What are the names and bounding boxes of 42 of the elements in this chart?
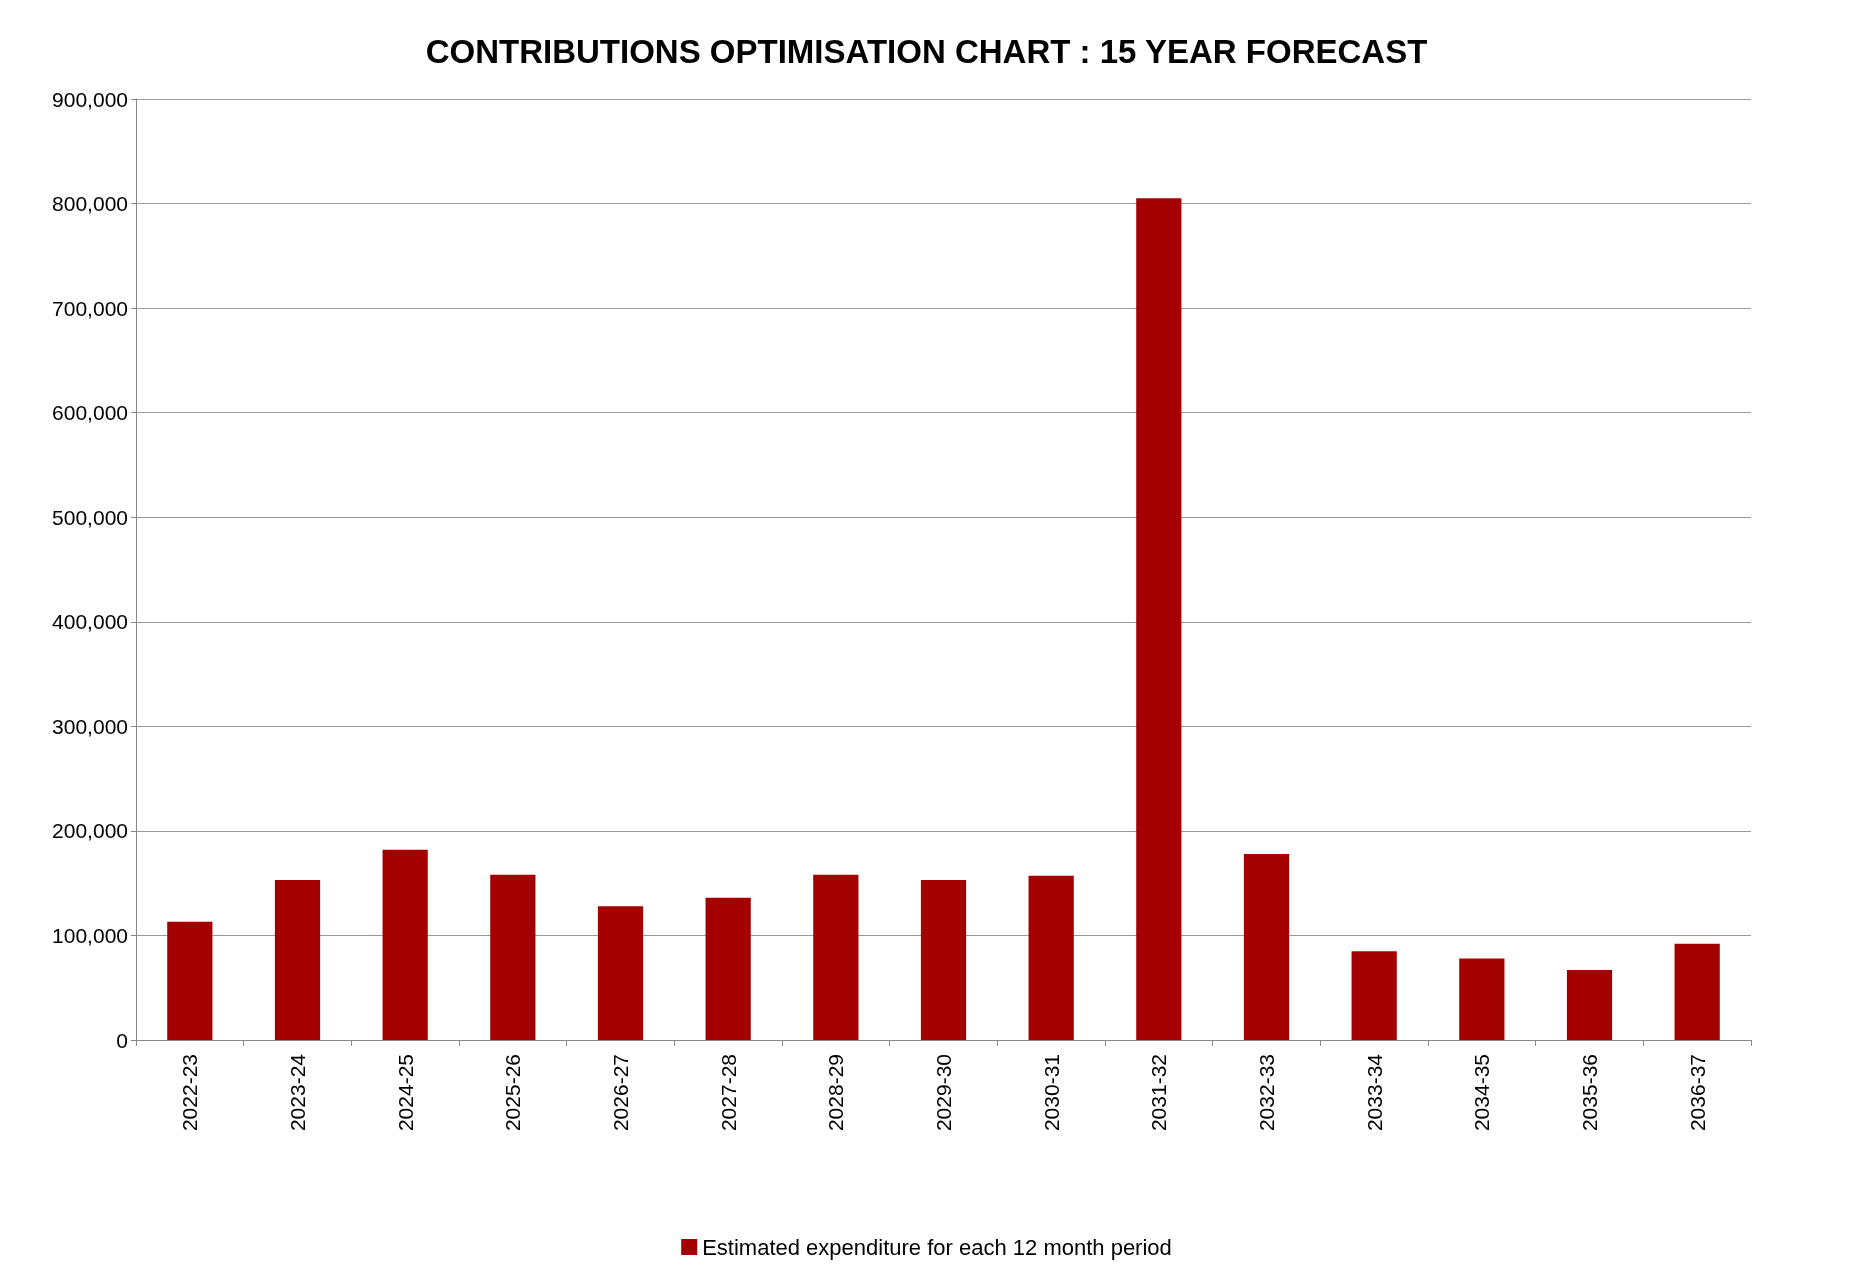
bar	[1459, 958, 1505, 1040]
x-tick-label: 2023-24	[286, 1053, 309, 1132]
bar	[382, 849, 428, 1040]
x-tick-label: 2024-25	[393, 1054, 417, 1132]
y-tick-label: 200,000	[52, 819, 128, 843]
x-tick-label: 2029-30	[932, 1054, 955, 1132]
bar	[1674, 943, 1720, 1040]
x-tick-label: 2036-37	[1685, 1054, 1709, 1132]
bar	[705, 897, 751, 1040]
y-tick-label: 300,000	[52, 714, 128, 738]
x-tick-label: 2035-36	[1578, 1054, 1601, 1132]
x-tick-label: 2032-33	[1255, 1054, 1278, 1132]
x-tick-label: 2027-28	[716, 1054, 740, 1132]
x-tick-label: 2030-31	[1039, 1054, 1063, 1132]
y-tick-label: 700,000	[52, 296, 128, 320]
bar	[1351, 951, 1397, 1040]
bar	[274, 880, 321, 1040]
x-tick-label: 2026-27	[609, 1054, 632, 1132]
bar	[920, 880, 967, 1040]
chart-title: CONTRIBUTIONS OPTIMISATION CHART : 15 YEAR FORECAST	[425, 33, 1428, 70]
y-tick-label: 400,000	[52, 610, 128, 634]
legend-label: Estimated expenditure for each 12 month period	[702, 1234, 1172, 1260]
bar	[1566, 969, 1613, 1040]
y-tick-label: 100,000	[52, 923, 128, 947]
bar	[1243, 853, 1290, 1040]
x-tick-label: 2028-29	[824, 1054, 848, 1132]
y-tick-label: 500,000	[52, 505, 128, 529]
x-tick-label: 2025-26	[501, 1054, 525, 1132]
y-tick-label: 800,000	[52, 192, 128, 216]
y-tick-label: 0	[116, 1028, 128, 1052]
bar	[813, 874, 859, 1040]
bar	[1136, 198, 1182, 1040]
y-tick-label: 900,000	[52, 87, 128, 111]
bar	[1028, 875, 1074, 1040]
x-tick-label: 2022-23	[178, 1054, 202, 1132]
bar	[597, 906, 644, 1040]
x-tick-label: 2034-35	[1470, 1054, 1494, 1132]
y-tick-label: 600,000	[52, 401, 128, 425]
x-tick-label: 2033-34	[1362, 1053, 1386, 1132]
bar	[490, 874, 536, 1040]
bar	[167, 921, 213, 1040]
x-tick-label: 2031-32	[1147, 1054, 1171, 1132]
